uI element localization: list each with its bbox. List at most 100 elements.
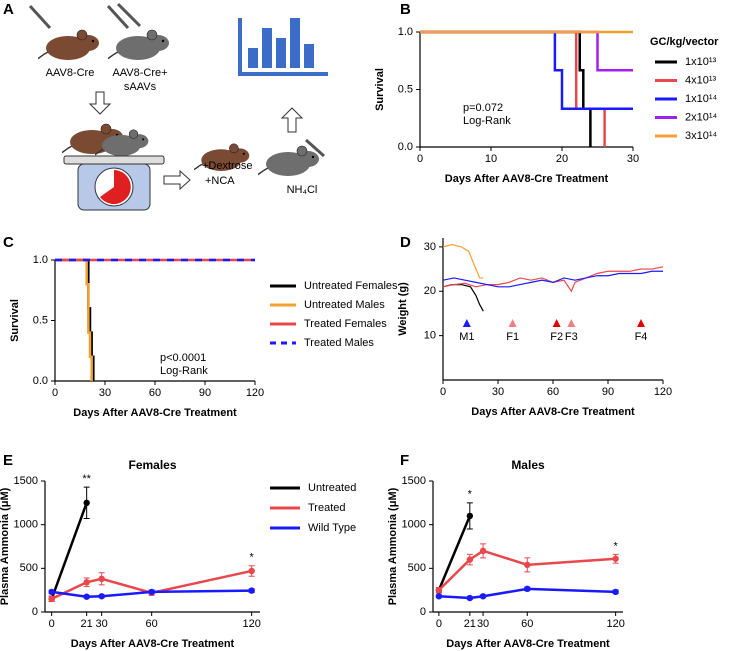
- x-tick-label: 60: [149, 387, 161, 399]
- data-point: [148, 588, 155, 596]
- data-point: [98, 593, 105, 600]
- data-point: [435, 586, 443, 594]
- event-marker: [552, 319, 561, 327]
- significance: *: [250, 552, 255, 564]
- panel-letter: C: [3, 234, 14, 251]
- arrow: [163, 169, 191, 191]
- annotation: p=0.072: [463, 102, 503, 114]
- x-tick-label: 30: [492, 386, 504, 398]
- data-point: [524, 585, 531, 593]
- x-tick-label: 120: [242, 618, 260, 630]
- x-tick-label: 60: [146, 618, 158, 630]
- y-tick-label: 500: [20, 562, 38, 574]
- x-tick-label: 0: [417, 153, 423, 165]
- data-point: [248, 587, 255, 594]
- data-point: [479, 547, 487, 555]
- event-label: M1: [459, 331, 474, 343]
- icon-bar: [304, 44, 314, 68]
- legend-label: 1x10¹³: [685, 56, 717, 68]
- legend-label: Treated: [308, 502, 346, 514]
- icon-bar: [290, 18, 300, 68]
- legend-label: Treated Males: [304, 337, 374, 349]
- data-point: [83, 579, 90, 586]
- syringe: [106, 4, 130, 30]
- y-tick-label: 0.5: [33, 314, 48, 326]
- x-tick-label: 0: [436, 618, 442, 630]
- icon-axis: [238, 72, 328, 76]
- data-line: [442, 283, 484, 312]
- syringe: [305, 138, 325, 158]
- scale-needle: [100, 170, 131, 204]
- x-tick-label: 20: [556, 153, 568, 165]
- event-label: F3: [565, 331, 578, 343]
- icon-axis: [238, 18, 242, 76]
- y-tick-label: 1000: [402, 519, 426, 531]
- data-point: [466, 556, 474, 563]
- data-line: [437, 515, 471, 591]
- x-tick-label: 10: [485, 153, 497, 165]
- panel-letter: A: [3, 1, 14, 18]
- data-line: [442, 244, 484, 279]
- y-tick-label: 0.0: [398, 141, 413, 153]
- x-tick-label: 30: [477, 618, 489, 630]
- data-point: [466, 594, 474, 602]
- treatment-label: +Dextrose: [202, 160, 252, 172]
- y-axis-title: Survival: [374, 68, 386, 111]
- icon-bar: [276, 38, 286, 68]
- treatment-label: +NCA: [205, 175, 235, 187]
- event-label: F1: [506, 331, 519, 343]
- x-tick-label: 60: [547, 386, 559, 398]
- event-marker: [637, 319, 645, 327]
- data-point: [479, 593, 487, 600]
- panel-letter: F: [400, 452, 409, 469]
- y-axis-title: Plasma Ammonia (μM): [0, 487, 11, 605]
- mouse: [38, 29, 100, 61]
- data-line: [442, 270, 663, 288]
- data-point: [48, 588, 55, 596]
- data-point: [48, 595, 55, 603]
- x-tick-label: 90: [602, 386, 614, 398]
- y-tick-label: 500: [408, 562, 426, 574]
- arrow: [280, 107, 304, 133]
- chart-title: Females: [128, 458, 176, 472]
- x-tick-label: 30: [627, 153, 639, 165]
- y-tick-label: 0: [420, 606, 426, 618]
- legend-label: Untreated Males: [304, 299, 385, 311]
- syringe: [116, 2, 142, 28]
- x-axis-title: Days After AAV8-Cre Treatment: [73, 407, 237, 419]
- legend-label: 2x10¹⁴: [685, 111, 718, 123]
- panel-a: A AAV8-Cre AAV8-Cre+ sAAVs +Dextrose +NC…: [3, 1, 328, 211]
- x-tick-label: 0: [49, 618, 55, 630]
- data-point: [248, 567, 255, 575]
- syringe: [28, 4, 52, 30]
- legend-label: Wild Type: [308, 522, 356, 534]
- x-tick-label: 120: [606, 618, 624, 630]
- survival-curve: [420, 30, 592, 147]
- significance: *: [613, 540, 618, 552]
- icon-bar: [248, 48, 258, 68]
- x-tick-label: 120: [246, 387, 264, 399]
- x-axis-title: Days After AAV8-Cre Treatment: [446, 638, 610, 650]
- legend-label: 4x10¹³: [685, 74, 717, 86]
- y-tick-label: 1.0: [33, 254, 48, 266]
- x-tick-label: 60: [521, 618, 533, 630]
- y-tick-label: 1500: [14, 475, 38, 487]
- legend-label: 3x10¹⁴: [685, 130, 718, 142]
- y-tick-label: 1500: [402, 475, 426, 487]
- survival-curve: [420, 30, 633, 72]
- data-point: [524, 561, 531, 569]
- x-tick-label: 21: [464, 618, 476, 630]
- event-marker: [567, 319, 576, 327]
- data-point: [612, 588, 619, 596]
- y-tick-label: 10: [424, 330, 436, 342]
- data-point: [466, 512, 474, 520]
- y-tick-label: 0: [32, 606, 38, 618]
- legend-label: Untreated: [308, 482, 356, 494]
- event-label: F4: [635, 331, 648, 343]
- x-tick-label: 90: [199, 387, 211, 399]
- event-marker: [508, 319, 517, 327]
- y-tick-label: 1.0: [398, 26, 413, 38]
- significance: **: [82, 473, 91, 485]
- x-axis-title: Days After AAV8-Cre Treatment: [445, 173, 609, 185]
